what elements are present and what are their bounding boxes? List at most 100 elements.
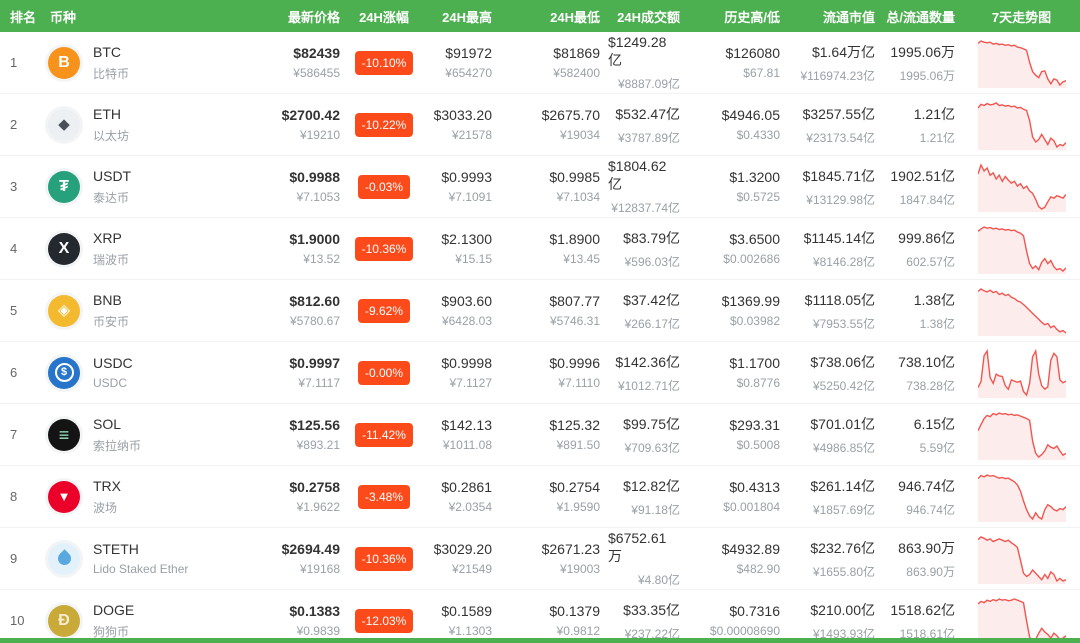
market-cap-cny: ¥116974.23亿: [800, 68, 875, 83]
high-24h-usd: $0.9998: [441, 355, 492, 371]
sparkline-svg: [977, 348, 1066, 398]
latest-price-cny: ¥19210: [299, 128, 340, 142]
column-header-7: 历史高/低: [724, 9, 780, 25]
market-cap-usd: $1118.05亿: [804, 291, 875, 308]
coin-symbol[interactable]: STETH: [93, 541, 139, 557]
high-24h-cny: ¥1.1303: [448, 624, 492, 638]
next-section-header-edge: [0, 638, 1080, 643]
sparkline-7d: [963, 38, 1080, 88]
rank-cell: 2: [10, 117, 18, 132]
coin-symbol[interactable]: BTC: [93, 43, 121, 60]
high-24h-usd: $91972: [445, 45, 492, 61]
history-high: $126080: [725, 45, 780, 61]
rank-cell: 8: [10, 489, 18, 504]
coin-symbol[interactable]: XRP: [93, 229, 122, 246]
supply-circulating: 1.21亿: [919, 130, 955, 145]
sparkline-7d: [963, 596, 1080, 643]
history-low: $0.8776: [736, 376, 780, 390]
history-high: $1.3200: [729, 169, 780, 185]
supply-circulating: 1518.61亿: [899, 626, 955, 641]
low-24h-usd: $0.9985: [549, 169, 600, 185]
supply-circulating: 946.74亿: [906, 502, 955, 517]
table-row[interactable]: 4 X XRP 瑞波币 $1.9000 ¥13.52 -10.36% $2.130…: [0, 218, 1080, 280]
sparkline-svg: [977, 535, 1066, 584]
coin-symbol[interactable]: USDT: [93, 167, 132, 184]
history-high: $293.31: [729, 417, 780, 433]
high-24h-cny: ¥1011.08: [442, 438, 492, 452]
high-24h-cny: ¥21549: [451, 562, 492, 576]
change-24h-badge: -10.36%: [354, 236, 414, 261]
market-cap-usd: $210.00亿: [810, 601, 875, 618]
rank-cell: 6: [10, 365, 18, 380]
sparkline-svg: [977, 411, 1066, 460]
coin-name: USDC: [93, 376, 128, 390]
column-header-2: 最新价格: [287, 9, 340, 25]
latest-price-cny: ¥586455: [293, 66, 340, 80]
high-24h-usd: $3029.20: [433, 541, 492, 557]
latest-price-usd: $1.9000: [289, 231, 340, 247]
coin-name: 比特币: [93, 66, 130, 81]
history-low: $0.4330: [736, 128, 780, 142]
sparkline-7d: [963, 534, 1080, 584]
coin-symbol[interactable]: TRX: [93, 477, 121, 494]
table-row[interactable]: 6 $ USDC USDC $0.9997 ¥7.1117 -0.00% $0.9…: [0, 342, 1080, 404]
history-low: $67.81: [743, 66, 780, 80]
high-24h-usd: $0.1589: [441, 603, 492, 619]
supply-circulating: 602.57亿: [906, 254, 955, 269]
table-row[interactable]: 5 ◈ BNB 币安币 $812.60 ¥5780.67 -9.62% $903.…: [0, 280, 1080, 342]
table-row[interactable]: 3 ₮ USDT 泰达币 $0.9988 ¥7.1053 -0.03% $0.99…: [0, 156, 1080, 218]
volume-24h-usd: $142.36亿: [615, 353, 680, 370]
coin-name: 索拉纳币: [93, 438, 142, 453]
sol-icon: ≡: [48, 418, 80, 451]
supply-total: 946.74亿: [898, 477, 955, 494]
coin-symbol[interactable]: SOL: [93, 415, 122, 432]
market-cap-usd: $1145.14亿: [803, 229, 875, 246]
supply-circulating: 1847.84亿: [899, 192, 955, 207]
market-cap-cny: ¥1857.69亿: [812, 502, 875, 517]
coin-symbol[interactable]: BNB: [93, 291, 122, 308]
table-row[interactable]: 10 Ð DOGE 狗狗币 $0.1383 ¥0.9839 -12.03% $0.…: [0, 590, 1080, 643]
history-high: $0.7316: [729, 603, 780, 619]
history-low: $0.001804: [723, 500, 780, 514]
coin-name: 狗狗币: [93, 624, 130, 639]
market-cap-usd: $738.06亿: [810, 353, 875, 370]
coin-symbol[interactable]: USDC: [93, 355, 133, 371]
coin-symbol[interactable]: DOGE: [93, 601, 135, 618]
supply-circulating: 1.38亿: [919, 316, 955, 331]
low-24h-cny: ¥19034: [559, 128, 600, 142]
coin-symbol[interactable]: ETH: [93, 105, 121, 122]
change-24h-badge: -11.42%: [355, 422, 413, 447]
table-row[interactable]: 8 ▼ TRX 波场 $0.2758 ¥1.9622 -3.48% $0.2861…: [0, 466, 1080, 528]
change-24h-badge: -12.03%: [354, 608, 414, 633]
rank-cell: 7: [10, 427, 18, 442]
latest-price-usd: $2694.49: [281, 541, 340, 557]
table-row[interactable]: 7 ≡ SOL 索拉纳币 $125.56 ¥893.21 -11.42% $142…: [0, 404, 1080, 466]
market-cap-usd: $3257.55亿: [802, 105, 875, 122]
sparkline-7d: [963, 100, 1080, 150]
history-low: $0.00008690: [709, 624, 780, 638]
volume-24h-cny: ¥3787.89亿: [617, 130, 680, 145]
volume-24h-usd: $99.75亿: [623, 415, 680, 432]
doge-icon: Ð: [48, 604, 80, 637]
high-24h-cny: ¥7.1091: [448, 190, 492, 204]
usdc-icon: $: [48, 356, 80, 389]
table-row[interactable]: 9 STETH Lido Staked Ether $2694.49 ¥19168…: [0, 528, 1080, 590]
column-header-8: 流通市值: [822, 9, 875, 25]
eth-icon: ◆: [48, 108, 80, 141]
low-24h-cny: ¥19003: [559, 562, 600, 576]
sparkline-7d: [963, 348, 1080, 398]
latest-price-usd: $0.2758: [289, 479, 340, 495]
latest-price-usd: $125.56: [289, 417, 340, 433]
coin-name: 泰达币: [93, 190, 130, 205]
table-row[interactable]: 1 B BTC 比特币 $82439 ¥586455 -10.10% $91972…: [0, 32, 1080, 94]
market-cap-usd: $261.14亿: [810, 477, 875, 494]
column-header-10: 7天走势图: [991, 9, 1052, 25]
column-header-5: 24H最低: [550, 9, 600, 25]
rank-cell: 5: [10, 303, 18, 318]
low-24h-cny: ¥582400: [553, 66, 600, 80]
table-row[interactable]: 2 ◆ ETH 以太坊 $2700.42 ¥19210 -10.22% $3033…: [0, 94, 1080, 156]
supply-circulating: 738.28亿: [906, 378, 955, 393]
latest-price-usd: $0.9988: [289, 169, 340, 185]
high-24h-cny: ¥7.1127: [449, 376, 493, 390]
supply-total: 6.15亿: [913, 415, 955, 432]
